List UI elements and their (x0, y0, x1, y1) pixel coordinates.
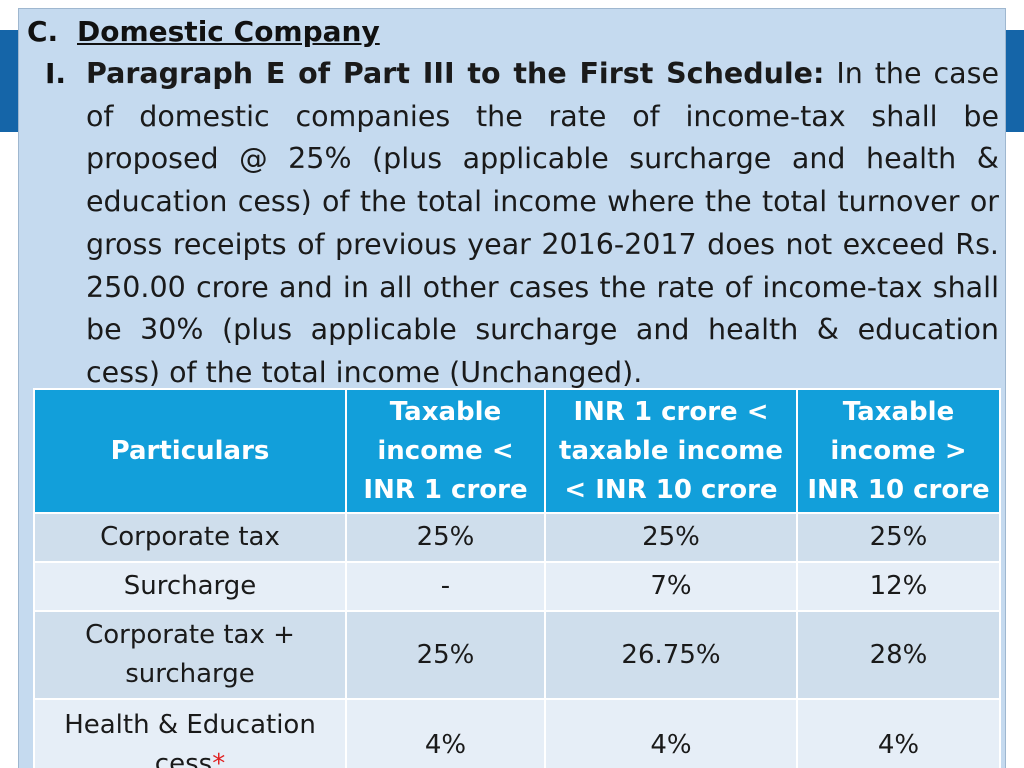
section-title: Domestic Company (77, 15, 380, 48)
footnote-marker: * (212, 749, 226, 768)
table-header-row: Particulars Taxable income < INR 1 crore… (33, 388, 1001, 514)
row-label-text: Health & Education cess (64, 710, 316, 768)
table-cell: 4% (544, 698, 798, 768)
header-particulars: Particulars (33, 388, 347, 514)
table-cell: 26.75% (544, 610, 798, 700)
table-row: Corporate tax + surcharge 25% 26.75% 28% (33, 610, 1001, 700)
tax-rate-table: Particulars Taxable income < INR 1 crore… (33, 388, 1001, 768)
table-row: Surcharge - 7% 12% (33, 561, 1001, 612)
paragraph-lead: Paragraph E of Part III to the First Sch… (86, 57, 825, 90)
table-cell: 25% (796, 512, 1001, 563)
table-row: Corporate tax 25% 25% 25% (33, 512, 1001, 563)
row-label: Corporate tax (33, 512, 347, 563)
table-cell: 25% (544, 512, 798, 563)
item-number: I. (45, 57, 67, 90)
table-cell: 4% (345, 698, 546, 768)
row-label: Corporate tax + surcharge (33, 610, 347, 700)
table-cell: 28% (796, 610, 1001, 700)
paragraph-body: In the case of domestic companies the ra… (86, 57, 1000, 389)
header-1-to-10-crore: INR 1 crore < taxable income < INR 10 cr… (544, 388, 798, 514)
table-cell: 4% (796, 698, 1001, 768)
header-above-10-crore: Taxable income > INR 10 crore (796, 388, 1001, 514)
table-cell: 7% (544, 561, 798, 612)
table-cell: - (345, 561, 546, 612)
header-below-1-crore: Taxable income < INR 1 crore (345, 388, 546, 514)
row-label: Surcharge (33, 561, 347, 612)
table-cell: 25% (345, 512, 546, 563)
table-cell: 12% (796, 561, 1001, 612)
row-label: Health & Education cess* (33, 698, 347, 768)
section-heading: C. Domestic Company (27, 13, 380, 51)
table-cell: 25% (345, 610, 546, 700)
table-row: Health & Education cess* 4% 4% 4% (33, 698, 1001, 768)
section-letter: C. (27, 15, 59, 48)
item-paragraph: Paragraph E of Part III to the First Sch… (86, 53, 999, 395)
